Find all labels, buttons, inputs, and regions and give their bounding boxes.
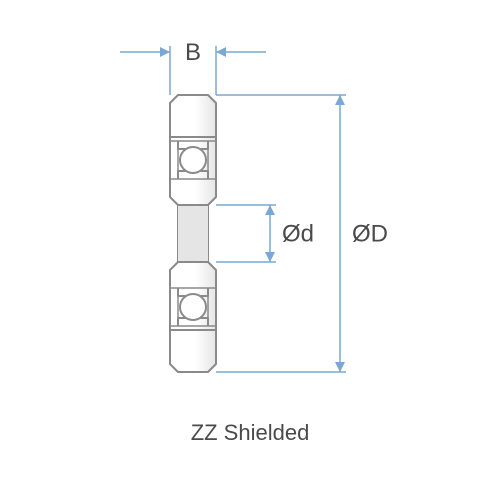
bearing-section (170, 95, 216, 372)
diagram-container: B ØD Ød ZZ Shielded (0, 0, 500, 500)
dimension-lines: B ØD Ød (120, 39, 388, 372)
width-label: B (185, 39, 201, 66)
outer-dia-label: ØD (352, 221, 388, 248)
inner-dia-label: Ød (282, 221, 314, 248)
caption: ZZ Shielded (0, 420, 500, 446)
